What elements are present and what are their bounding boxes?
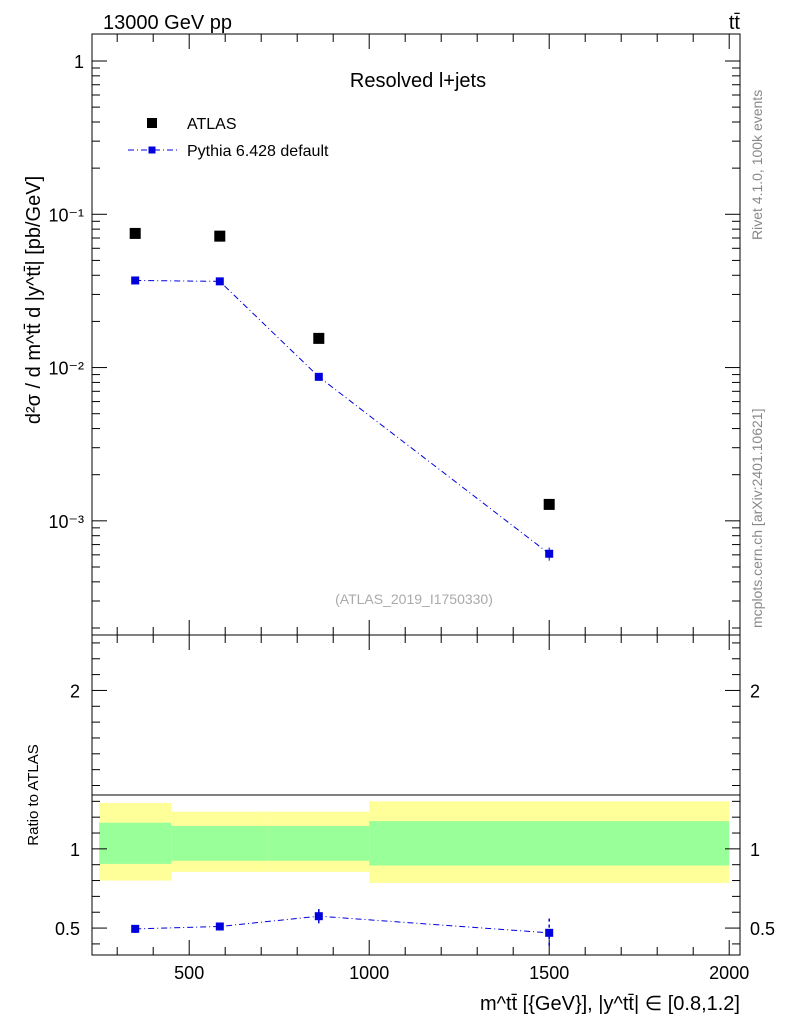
x-tick-label: 1500 <box>529 963 569 983</box>
pythia-point <box>215 277 224 286</box>
pythia-point <box>545 549 554 558</box>
ratio-pythia-point <box>314 912 323 921</box>
x-tick-label: 2000 <box>709 963 749 983</box>
pythia-series <box>131 276 554 561</box>
ratio-frame <box>91 634 741 956</box>
legend-label-pythia: Pythia 6.428 default <box>187 143 329 160</box>
ratio-pythia-point <box>131 924 140 933</box>
main-y-tick-label: 10⁻¹ <box>48 205 84 225</box>
ratio-pythia-series <box>131 909 554 948</box>
process-label: tt̄ <box>729 12 741 34</box>
ratio-y-tick-label-left: 0.5 <box>55 919 80 939</box>
pythia-line <box>135 279 550 555</box>
ratio-y-axis-label: Ratio to ATLAS <box>25 744 42 845</box>
x-tick-label: 500 <box>174 963 204 983</box>
ratio-y-tick-label-right: 1 <box>750 840 760 860</box>
chart-title: Resolved l+jets <box>350 70 486 92</box>
ratio-band-inner <box>171 825 269 861</box>
main-panel: 1 10⁻¹ 10⁻² 10⁻³ Resolved l+jets ATLAS Pyth… <box>23 33 741 636</box>
ratio-bands <box>99 801 730 883</box>
rivet-version-label: Rivet 4.1.0, 100k events <box>749 90 765 240</box>
ratio-pythia-line <box>135 915 550 934</box>
legend-label-atlas: ATLAS <box>187 116 237 133</box>
ratio-ticks: 0.5 0.5 1 1 2 2 500 1000 1500 2000 <box>55 635 775 983</box>
main-y-tick-label: 1 <box>74 52 84 72</box>
ratio-panel: 0.5 0.5 1 1 2 2 500 1000 1500 2000 Ratio to ATLAS… <box>25 634 775 1015</box>
ratio-y-tick-label-right: 2 <box>750 681 760 701</box>
pythia-point <box>314 372 323 381</box>
ratio-y-tick-label-left: 1 <box>70 840 80 860</box>
ratio-band-inner <box>99 822 172 864</box>
ratio-band-inner <box>369 821 730 866</box>
x-tick-label: 1000 <box>349 963 389 983</box>
ratio-pythia-point <box>545 928 554 937</box>
analysis-id-label: (ATLAS_2019_I1750330) <box>335 591 493 607</box>
atlas-point <box>313 332 325 344</box>
ratio-band-inner <box>268 825 370 861</box>
main-y-tick-label: 10⁻³ <box>48 512 84 532</box>
main-ticks: 1 10⁻¹ 10⁻² 10⁻³ <box>48 34 740 635</box>
ratio-y-tick-label-right: 0.5 <box>750 919 775 939</box>
atlas-series <box>129 227 555 510</box>
energy-label: 13000 GeV pp <box>103 12 232 34</box>
main-y-axis-label: d²σ / d m^tt̄ d |y^tt̄| [pb/GeV] <box>23 176 45 424</box>
atlas-point <box>129 227 141 239</box>
atlas-point <box>214 230 226 242</box>
pythia-point <box>131 276 140 285</box>
ratio-y-tick-label-left: 2 <box>70 681 80 701</box>
legend: ATLAS Pythia 6.428 default <box>128 116 329 160</box>
legend-marker-pythia <box>148 146 156 154</box>
ratio-pythia-point <box>215 922 224 931</box>
main-y-tick-label: 10⁻² <box>48 359 84 379</box>
atlas-point <box>543 498 555 510</box>
legend-marker-atlas <box>147 118 157 128</box>
x-axis-label: m^tt̄ [{GeV}], |y^tt̄| ∈ [0.8,1.2] <box>480 993 740 1015</box>
source-label: mcplots.cern.ch [arXiv:2401.10621] <box>749 409 765 628</box>
